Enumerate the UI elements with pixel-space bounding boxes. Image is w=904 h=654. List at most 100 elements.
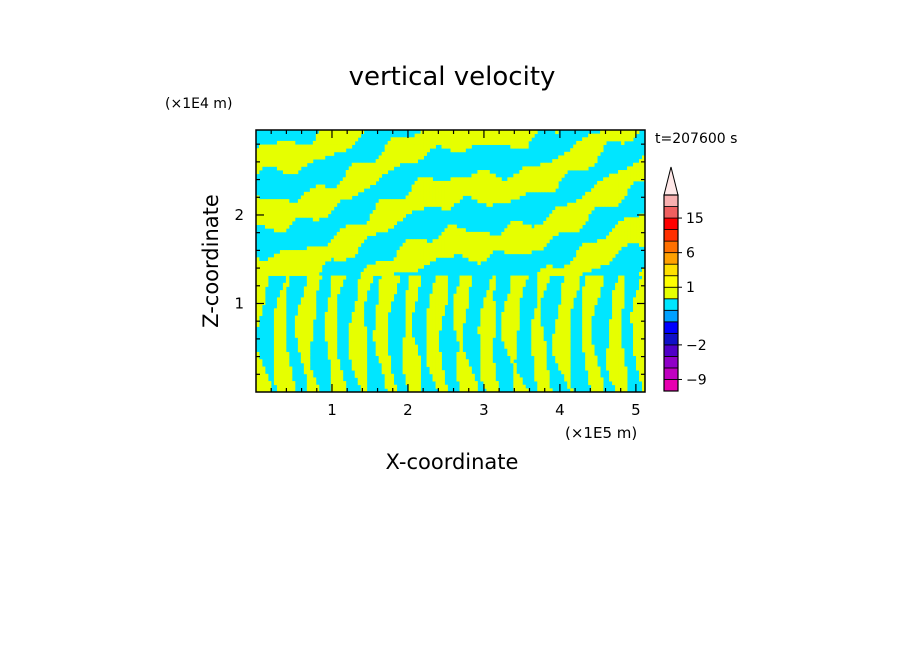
updraft-cell bbox=[549, 166, 553, 171]
updraft-cell bbox=[423, 199, 427, 204]
updraft-cell bbox=[258, 388, 263, 392]
updraft-cell bbox=[411, 137, 415, 142]
updraft-cell bbox=[273, 228, 278, 233]
updraft-cell bbox=[489, 388, 493, 392]
updraft-cell bbox=[555, 173, 559, 178]
updraft-cell bbox=[450, 235, 454, 240]
colorbar-segment bbox=[663, 367, 679, 380]
updraft-cell bbox=[642, 370, 645, 375]
updraft-cell bbox=[402, 344, 407, 349]
updraft-cell bbox=[312, 377, 317, 382]
updraft-cell bbox=[531, 239, 535, 244]
updraft-cell bbox=[585, 195, 589, 200]
updraft-cell bbox=[309, 311, 314, 316]
updraft-cell bbox=[516, 322, 520, 327]
updraft-cell bbox=[303, 159, 308, 164]
updraft-cell bbox=[411, 184, 415, 189]
updraft-cell bbox=[576, 282, 580, 287]
updraft-cell bbox=[384, 279, 389, 284]
updraft-cell bbox=[363, 381, 368, 386]
updraft-cell bbox=[642, 351, 645, 357]
updraft-cell bbox=[576, 148, 580, 153]
updraft-cell bbox=[384, 348, 389, 353]
updraft-cell bbox=[288, 250, 293, 255]
updraft-cell bbox=[360, 319, 365, 324]
updraft-cell bbox=[438, 297, 442, 302]
updraft-cell bbox=[483, 239, 487, 244]
updraft-cell bbox=[582, 166, 586, 171]
updraft-cell bbox=[405, 344, 410, 349]
updraft-cell bbox=[513, 290, 517, 295]
updraft-cell bbox=[591, 293, 595, 298]
updraft-cell bbox=[597, 140, 601, 145]
updraft-cell bbox=[267, 213, 272, 218]
updraft-cell bbox=[303, 293, 308, 298]
updraft-cell bbox=[558, 304, 562, 309]
updraft-cell bbox=[582, 330, 586, 335]
updraft-cell bbox=[543, 286, 547, 291]
updraft-cell bbox=[375, 213, 380, 218]
updraft-cell bbox=[444, 297, 448, 302]
updraft-cell bbox=[519, 275, 523, 280]
updraft-cell bbox=[558, 268, 562, 273]
updraft-cell bbox=[489, 333, 493, 338]
updraft-cell bbox=[507, 188, 511, 193]
updraft-cell bbox=[495, 388, 499, 392]
updraft-cell bbox=[438, 246, 442, 251]
updraft-cell bbox=[327, 242, 332, 247]
updraft-cell bbox=[477, 242, 481, 247]
updraft-cell bbox=[534, 315, 538, 320]
updraft-cell bbox=[594, 148, 598, 153]
updraft-cell bbox=[477, 195, 481, 200]
updraft-cell bbox=[555, 319, 559, 324]
updraft-cell bbox=[546, 279, 550, 284]
updraft-cell bbox=[624, 228, 628, 233]
updraft-cell bbox=[447, 130, 451, 135]
updraft-cell bbox=[558, 362, 562, 367]
updraft-cell bbox=[258, 159, 263, 164]
updraft-cell bbox=[357, 373, 362, 378]
updraft-cell bbox=[570, 210, 574, 215]
updraft-cell bbox=[264, 217, 269, 222]
updraft-cell bbox=[426, 246, 430, 251]
updraft-cell bbox=[339, 275, 344, 280]
updraft-cell bbox=[609, 341, 613, 346]
updraft-cell bbox=[339, 231, 344, 236]
updraft-cell bbox=[333, 257, 338, 262]
updraft-cell bbox=[504, 195, 508, 200]
updraft-cell bbox=[405, 304, 410, 309]
updraft-cell bbox=[510, 188, 514, 193]
updraft-cell bbox=[540, 377, 544, 382]
updraft-cell bbox=[570, 279, 574, 284]
updraft-cell bbox=[624, 239, 628, 244]
updraft-cell bbox=[384, 297, 389, 302]
updraft-cell bbox=[624, 180, 628, 185]
updraft-cell bbox=[474, 242, 478, 247]
updraft-cell bbox=[276, 268, 281, 273]
updraft-cell bbox=[588, 293, 592, 298]
updraft-cell bbox=[405, 268, 410, 273]
updraft-cell bbox=[552, 170, 556, 175]
updraft-cell bbox=[474, 188, 478, 193]
updraft-cell bbox=[618, 173, 622, 178]
updraft-cell bbox=[450, 191, 454, 196]
updraft-cell bbox=[513, 348, 517, 353]
updraft-cell bbox=[354, 173, 359, 178]
updraft-cell bbox=[336, 290, 341, 295]
updraft-cell bbox=[459, 191, 463, 196]
updraft-cell bbox=[318, 250, 323, 255]
updraft-cell bbox=[354, 311, 359, 316]
updraft-cell bbox=[462, 311, 466, 316]
updraft-cell bbox=[258, 217, 263, 222]
updraft-cell bbox=[435, 330, 439, 335]
updraft-cell bbox=[642, 213, 645, 218]
updraft-cell bbox=[510, 180, 514, 185]
updraft-cell bbox=[435, 341, 439, 346]
updraft-cell bbox=[621, 293, 625, 298]
updraft-cell bbox=[417, 257, 421, 262]
updraft-cell bbox=[309, 250, 314, 255]
updraft-cell bbox=[519, 224, 523, 229]
updraft-cell bbox=[609, 257, 613, 262]
updraft-cell bbox=[285, 373, 290, 378]
updraft-cell bbox=[414, 264, 418, 269]
